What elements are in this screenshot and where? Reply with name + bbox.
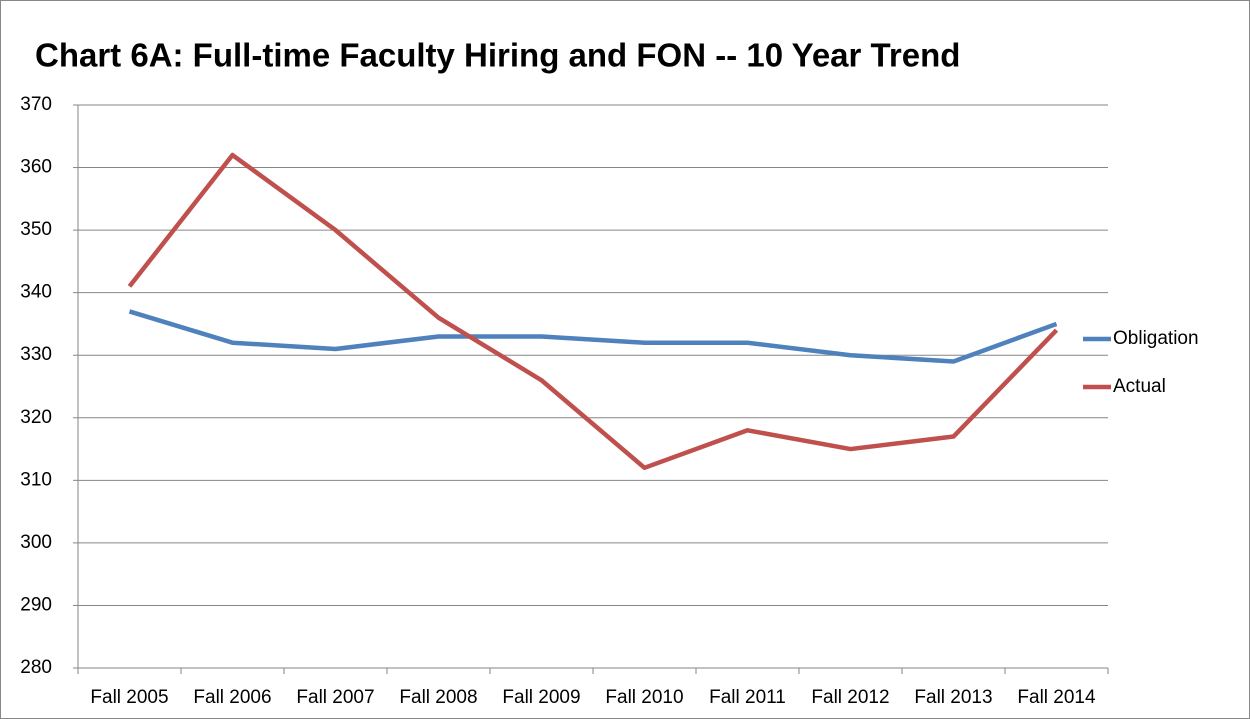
series-line [128,309,1058,364]
series-line [127,152,1059,471]
y-tick-label: 320 [20,407,52,428]
y-tick-label: 300 [20,532,52,553]
x-tick-label: Fall 2011 [709,687,786,708]
x-tick-label: Fall 2013 [914,687,992,708]
y-tick-label: 360 [20,157,52,178]
legend-label: Obligation [1113,328,1199,349]
x-tick-label: Fall 2008 [399,687,477,708]
x-tick-label: Fall 2007 [296,687,374,708]
legend-label: Actual [1113,376,1166,397]
y-tick-label: 330 [20,344,52,365]
y-tick-label: 340 [20,282,52,303]
y-tick-label: 290 [20,594,52,615]
y-tick-label: 350 [20,219,52,240]
x-tick-label: Fall 2010 [605,687,683,708]
x-tick-label: Fall 2009 [502,687,580,708]
x-tick-label: Fall 2012 [811,687,889,708]
x-tick-label: Fall 2014 [1017,687,1096,708]
chart-title: Chart 6A: Full-time Faculty Hiring and F… [35,37,960,74]
y-tick-label: 280 [20,657,52,678]
x-tick-label: Fall 2006 [193,687,271,708]
y-tick-label: 370 [20,94,52,115]
x-tick-label: Fall 2005 [90,687,168,708]
y-tick-label: 310 [20,469,52,490]
